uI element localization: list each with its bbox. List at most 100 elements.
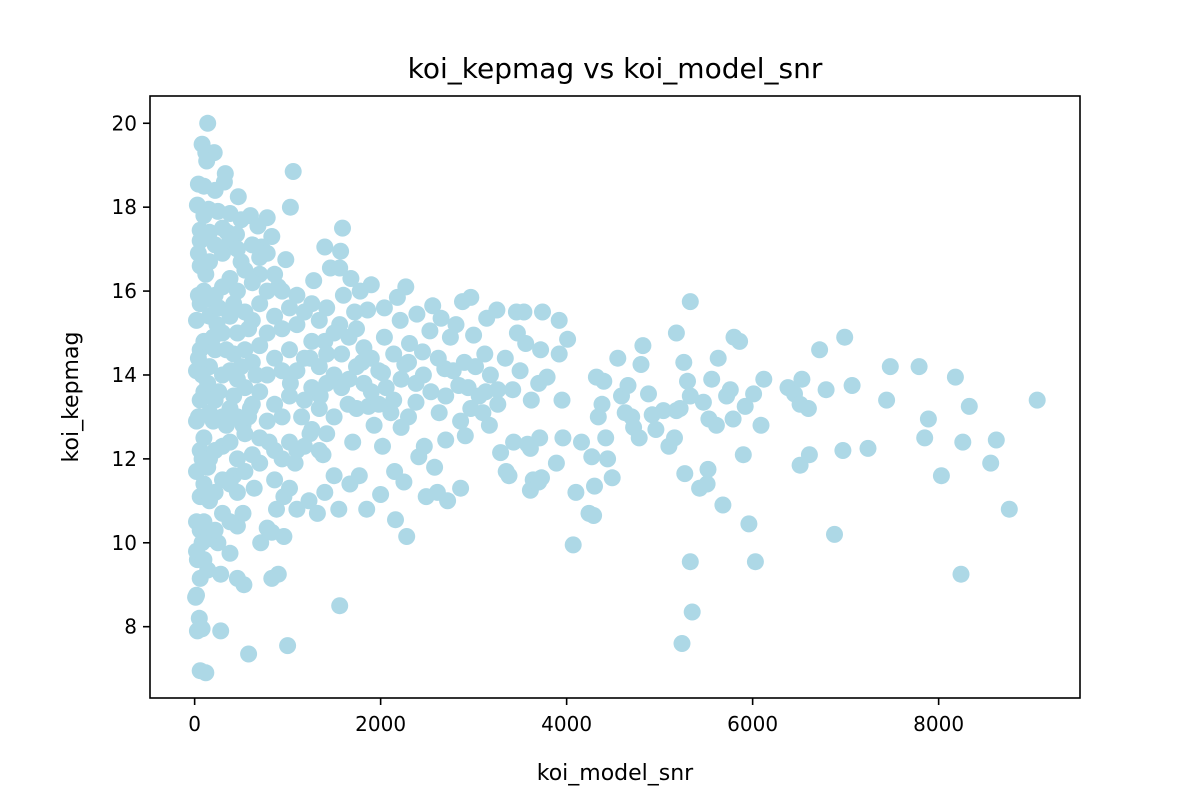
data-point	[467, 358, 484, 376]
data-point	[340, 370, 358, 388]
data-point	[325, 467, 343, 485]
data-point	[243, 274, 261, 292]
data-point	[734, 446, 752, 464]
data-point	[480, 416, 498, 434]
data-point	[745, 385, 763, 403]
data-point	[372, 486, 390, 503]
y-tick-label: 14	[112, 363, 137, 387]
data-point	[619, 377, 637, 394]
data-point	[295, 303, 313, 321]
data-point	[206, 236, 224, 254]
data-point	[333, 345, 351, 363]
data-point	[234, 504, 252, 522]
x-tick-label: 8000	[913, 712, 964, 736]
data-point	[365, 416, 383, 434]
data-point	[459, 379, 477, 397]
data-point	[318, 345, 336, 363]
data-point	[362, 383, 380, 401]
data-point	[932, 467, 950, 485]
data-point	[709, 349, 727, 367]
data-point	[385, 391, 403, 409]
data-point	[225, 295, 243, 313]
data-point	[415, 437, 433, 455]
data-point	[859, 439, 877, 457]
data-point	[800, 446, 818, 464]
data-point	[567, 483, 585, 501]
data-point	[206, 483, 224, 501]
y-axis-label: koi_kepmag	[59, 332, 84, 463]
data-point	[481, 366, 499, 384]
data-point	[266, 471, 284, 489]
data-point	[391, 311, 409, 329]
data-point	[1000, 500, 1018, 518]
data-point	[398, 528, 416, 545]
data-point	[275, 528, 293, 545]
data-point	[632, 356, 650, 373]
y-tick-label: 12	[112, 447, 137, 471]
plot-frame	[149, 95, 1081, 699]
data-point	[251, 295, 269, 313]
data-point	[330, 500, 348, 518]
data-point	[599, 450, 617, 468]
data-point	[452, 479, 470, 497]
data-point	[534, 303, 551, 321]
data-point	[221, 544, 239, 562]
data-point	[252, 534, 270, 552]
data-point	[240, 320, 258, 338]
data-point	[910, 358, 928, 376]
data-point	[362, 276, 380, 294]
data-point	[288, 286, 306, 304]
x-tick-label: 6000	[727, 712, 778, 736]
data-point	[318, 425, 336, 443]
data-point	[597, 429, 615, 447]
data-point	[553, 391, 571, 409]
data-point	[295, 391, 313, 409]
data-point	[736, 397, 754, 415]
y-axis-ticks: 8 10 12 14 16 18 20	[112, 111, 150, 639]
data-point	[266, 307, 284, 325]
data-point	[300, 492, 318, 510]
data-point	[987, 431, 1005, 449]
data-point	[500, 467, 518, 485]
data-point	[550, 311, 568, 329]
y-tick-label: 20	[112, 111, 137, 135]
data-point	[724, 410, 742, 428]
data-point	[430, 404, 448, 422]
data-point	[359, 301, 377, 319]
data-point	[681, 387, 699, 405]
data-point	[251, 337, 269, 355]
data-point	[212, 565, 230, 583]
data-point	[671, 400, 689, 417]
data-point	[258, 282, 276, 300]
data-point	[630, 429, 648, 447]
data-point	[826, 525, 843, 543]
data-point	[694, 393, 712, 411]
data-point	[281, 374, 299, 392]
data-point	[188, 311, 205, 329]
data-point	[586, 477, 603, 495]
data-point	[189, 286, 207, 304]
data-point	[240, 645, 258, 663]
data-point	[465, 326, 483, 344]
data-point	[1028, 391, 1046, 409]
data-point	[683, 603, 701, 621]
data-point	[374, 437, 391, 455]
data-point	[281, 387, 298, 405]
data-point	[281, 341, 298, 359]
data-point	[703, 370, 721, 388]
data-point	[878, 391, 896, 409]
data-point	[946, 368, 964, 386]
data-point	[489, 395, 507, 413]
data-point	[288, 316, 306, 334]
data-point	[221, 513, 239, 531]
data-point	[521, 439, 539, 457]
data-point	[295, 349, 313, 367]
data-point	[295, 437, 313, 455]
data-point	[439, 492, 457, 510]
y-tick-label: 18	[112, 195, 137, 219]
data-point	[982, 454, 1000, 472]
data-point	[698, 475, 716, 493]
x-tick-label: 4000	[541, 712, 592, 736]
data-point	[559, 330, 577, 348]
